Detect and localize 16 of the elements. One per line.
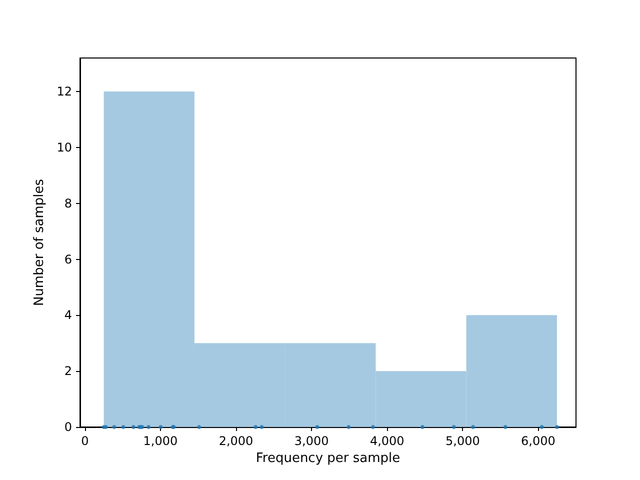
y-tick-label: 12 [56, 84, 72, 99]
x-tick-label: 4,000 [370, 434, 404, 448]
x-tick-label: 0 [81, 434, 89, 448]
y-axis-title: Number of samples [32, 178, 47, 306]
x-tick-label: 5,000 [445, 434, 480, 448]
y-tick-label: 6 [64, 252, 72, 266]
x-tick-label: 3,000 [294, 434, 329, 448]
y-tick-label: 0 [64, 420, 72, 434]
y-tick-label: 2 [64, 364, 72, 378]
x-tick-label: 1,000 [143, 434, 178, 448]
x-tick-label: 2,000 [218, 434, 254, 448]
x-axis-title: Frequency per sample [256, 450, 400, 466]
y-tick-label: 10 [56, 140, 72, 154]
y-tick-label: 4 [64, 308, 72, 322]
x-tick-label: 6,000 [521, 434, 556, 448]
y-tick-label: 8 [64, 196, 72, 210]
